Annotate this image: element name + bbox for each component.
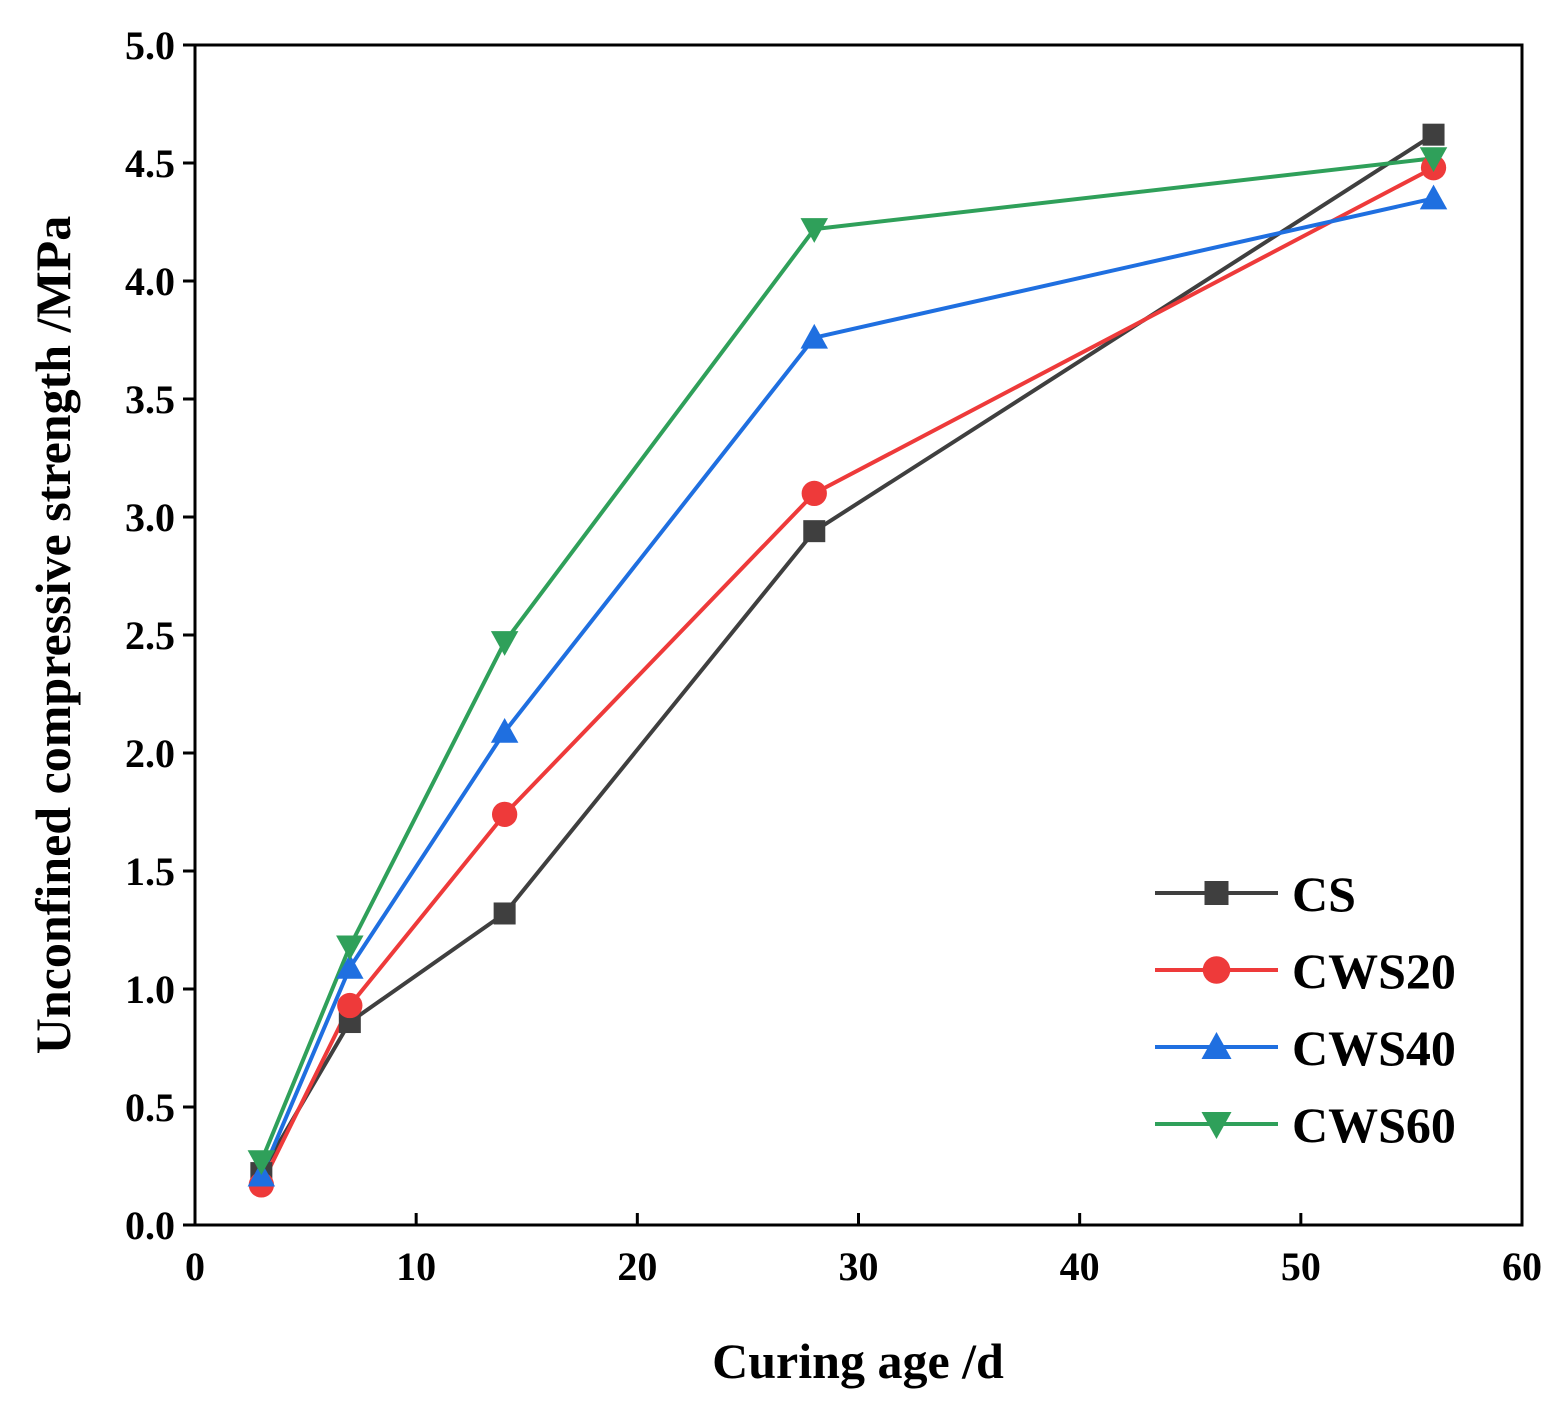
y-tick-label: 2.0: [125, 731, 175, 776]
series-line-cws40: [259, 196, 1434, 1177]
y-tick-label: 2.5: [125, 613, 175, 658]
marker-triangle-down: [1419, 147, 1448, 173]
marker-circle-legend: [1202, 956, 1231, 984]
marker-triangle-up: [336, 954, 364, 979]
series-cs: [259, 132, 1435, 1175]
y-axis-title: Unconfined compressive strength /MPa: [25, 216, 81, 1054]
marker-triangle-down: [336, 935, 364, 961]
marker-triangle-down: [490, 631, 519, 656]
legend-item-cws60: CWS60: [1155, 1097, 1456, 1153]
x-tick-label: 20: [617, 1244, 657, 1289]
legend-label: CS: [1292, 866, 1356, 922]
legend: CS CWS20 CWS40 CWS60: [1155, 866, 1456, 1153]
marker-triangle-up: [800, 323, 829, 349]
marker-circle: [337, 992, 363, 1019]
y-tick-label: 4.5: [125, 141, 175, 186]
series-cws20: [259, 165, 1435, 1186]
marker-square: [803, 520, 826, 543]
marker-circle: [801, 480, 827, 507]
series-cws60: [259, 156, 1434, 1163]
marker-square: [1422, 123, 1445, 146]
series-markers-cws40: [247, 184, 1448, 1187]
series-markers-cs: [250, 123, 1445, 1185]
series-cws40: [259, 196, 1434, 1177]
y-tick-label: 3.0: [125, 495, 175, 540]
x-axis-title: Curing age /d: [712, 1333, 1004, 1389]
marker-triangle-down: [800, 218, 829, 243]
legend-label: CWS60: [1292, 1097, 1456, 1153]
x-tick-label: 40: [1060, 1244, 1100, 1289]
x-tick-label: 10: [396, 1244, 436, 1289]
y-tick-label: 0.0: [125, 1203, 175, 1248]
y-tick-label: 1.0: [125, 967, 175, 1012]
x-tick-label: 60: [1502, 1244, 1542, 1289]
marker-triangle-up: [1419, 184, 1448, 210]
series-markers-cws20: [248, 155, 1447, 1198]
series-line-cs: [259, 132, 1435, 1175]
marker-triangle-up: [490, 718, 519, 743]
marker-square-legend: [1204, 881, 1229, 905]
x-tick-label: 0: [185, 1244, 205, 1289]
labels-layer: Curing age /d Unconfined compressive str…: [25, 216, 1004, 1389]
legend-item-cs: CS: [1155, 866, 1356, 922]
marker-circle: [491, 801, 518, 828]
x-tick-label: 50: [1281, 1244, 1321, 1289]
y-tick-label: 4.0: [125, 259, 175, 304]
plot-frame: [193, 43, 1524, 1227]
y-tick-label: 5.0: [125, 23, 175, 68]
y-tick-label: 0.5: [125, 1085, 175, 1130]
marker-triangle-down: [247, 1150, 276, 1176]
y-tick-label: 1.5: [125, 849, 175, 894]
legend-item-cws40: CWS40: [1155, 1020, 1456, 1076]
legend-label: CWS20: [1292, 943, 1456, 999]
series-line-cws20: [259, 165, 1435, 1186]
series-markers-cws60: [247, 147, 1448, 1176]
x-tick-label: 30: [839, 1244, 879, 1289]
series-line-cws60: [259, 156, 1434, 1163]
y-tick-label: 3.5: [125, 377, 175, 422]
legend-label: CWS40: [1292, 1020, 1456, 1076]
marker-square: [493, 902, 516, 925]
series-layer: [247, 123, 1448, 1198]
marker-triangle-up-legend: [1201, 1032, 1232, 1059]
legend-item-cws20: CWS20: [1155, 943, 1456, 999]
marker-triangle-down-legend: [1201, 1112, 1232, 1139]
